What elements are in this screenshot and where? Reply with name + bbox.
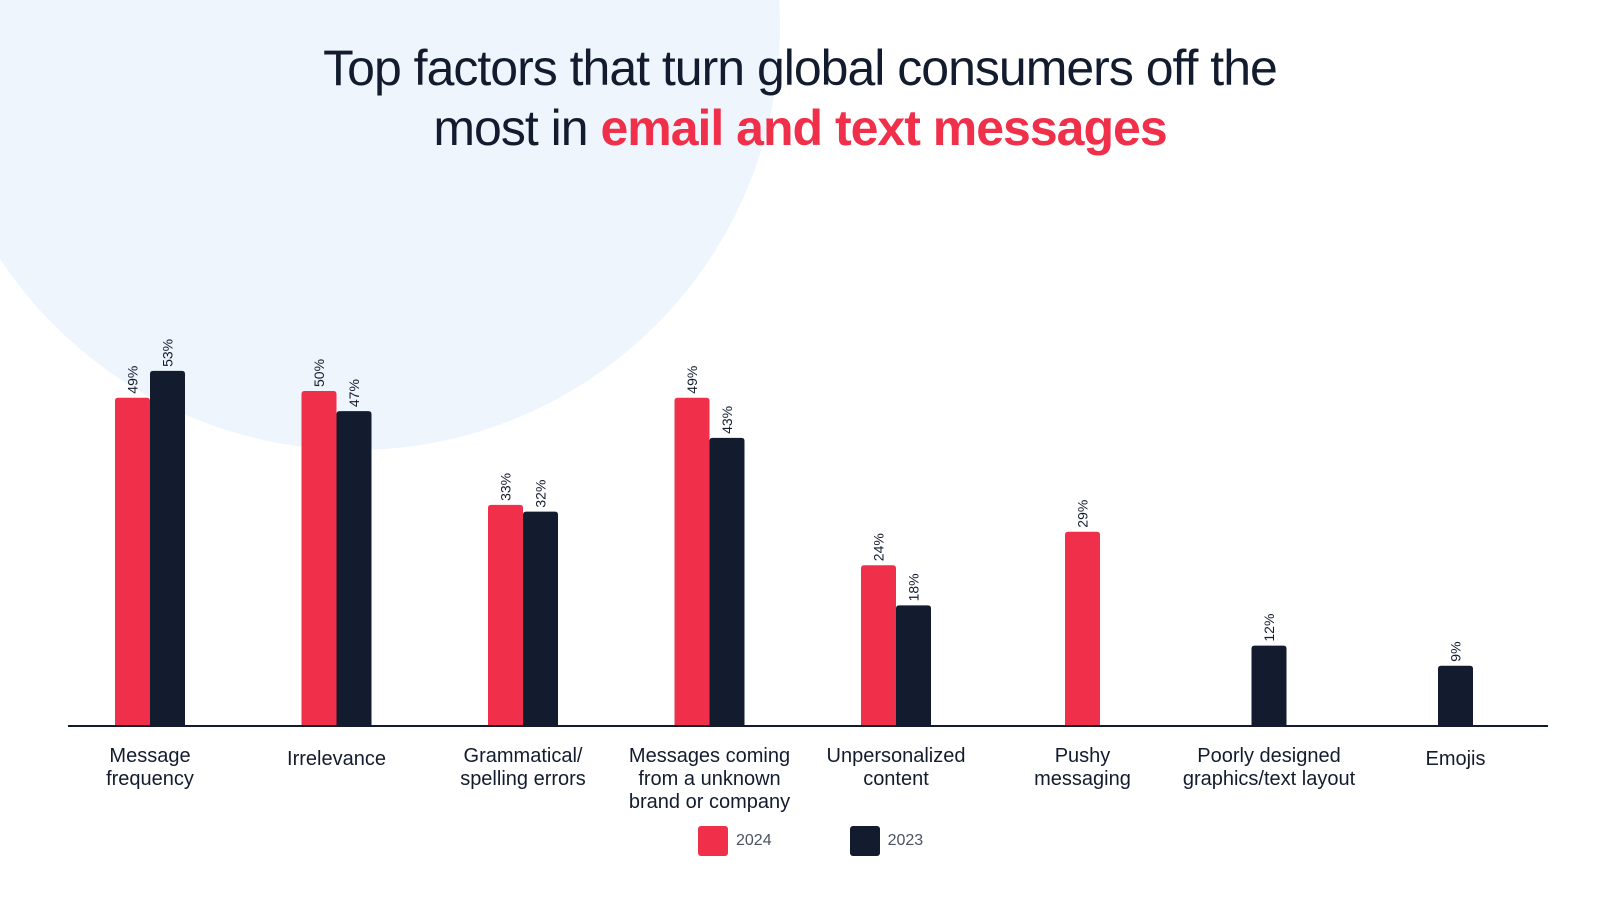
title-line-2-prefix: most in [433,100,601,156]
category-label-1: Irrelevance [287,748,386,770]
category-label-line: content [863,768,929,790]
legend-label-2024: 2024 [736,832,772,849]
value-label-2024-5: 29% [1075,500,1091,528]
bars-group [115,370,1473,726]
category-label-line: Irrelevance [287,748,386,770]
value-label-2024-3: 49% [684,366,700,394]
category-label-line: brand or company [629,791,790,813]
value-label-2023-7: 9% [1448,641,1464,661]
bar-2023-6 [1251,645,1287,726]
value-label-2023-3: 43% [719,406,735,434]
value-label-2023-1: 47% [346,379,362,407]
bar-2024-0 [115,397,150,726]
category-label-line: frequency [106,768,194,790]
legend: 2024 2023 [698,826,923,856]
category-label-line: Messages coming [629,745,790,767]
legend-label-2023: 2023 [887,832,924,849]
bar-2024-5 [1065,531,1100,726]
value-label-2024-2: 33% [498,473,514,501]
title-line-1: Top factors that turn global consumers o… [323,40,1278,96]
bar-2023-2 [523,511,558,726]
category-label-0: Message frequency [106,745,194,790]
value-label-2024-0: 49% [125,366,141,394]
category-label-4: Unpersonalized content [827,745,966,790]
category-labels-group: Message frequency Irrelevance Grammatical/s… [106,745,1485,813]
category-label-6: Poorly designed graphics/text layout [1183,745,1356,790]
category-label-line: from a unknown [638,768,780,790]
legend-swatch-2023 [849,826,880,856]
value-label-2023-4: 18% [906,573,922,601]
value-label-2023-2: 32% [533,480,549,508]
legend-item-2023: 2023 [849,826,924,856]
bar-2023-0 [150,370,185,726]
category-label-line: Message [109,745,190,767]
bar-2024-1 [301,391,337,726]
bar-2024-2 [488,504,523,726]
title-line-2: most in email and text messages [0,98,1600,158]
category-label-2: Grammatical/spelling errors [460,745,586,790]
chart-title: Top factors that turn global consumers o… [0,38,1600,158]
value-label-2024-1: 50% [311,359,327,387]
legend-item-2024: 2024 [698,826,772,856]
value-labels-group: 49% 53% 50% 47% 33% 32% 49% 43% 24% 18% 29% 12% 9% [125,339,1464,662]
bar-2024-3 [674,397,710,726]
category-label-7: Emojis [1425,748,1485,770]
bar-2023-1 [336,411,372,726]
category-label-line: Grammatical/ [464,745,583,767]
category-label-line: Poorly designed [1197,745,1340,767]
category-label-line: Unpersonalized [827,745,966,767]
title-highlight: email and text messages [600,100,1167,156]
value-label-2023-0: 53% [160,339,176,367]
bar-2023-7 [1438,665,1473,726]
bar-2024-4 [861,565,896,726]
category-label-line: Pushy [1055,745,1111,767]
category-label-3: Messages coming from a unknown brand or co… [629,745,790,813]
bar-2023-3 [709,437,745,726]
legend-swatch-2024 [698,826,728,856]
category-label-line: graphics/text layout [1183,768,1356,790]
bar-2023-4 [896,605,931,726]
category-label-line: messaging [1034,768,1131,790]
category-label-line: spelling errors [460,768,586,790]
category-label-5: Pushy messaging [1034,745,1131,790]
value-label-2023-6: 12% [1261,614,1277,642]
category-label-line: Emojis [1425,748,1485,770]
value-label-2024-4: 24% [871,533,887,561]
